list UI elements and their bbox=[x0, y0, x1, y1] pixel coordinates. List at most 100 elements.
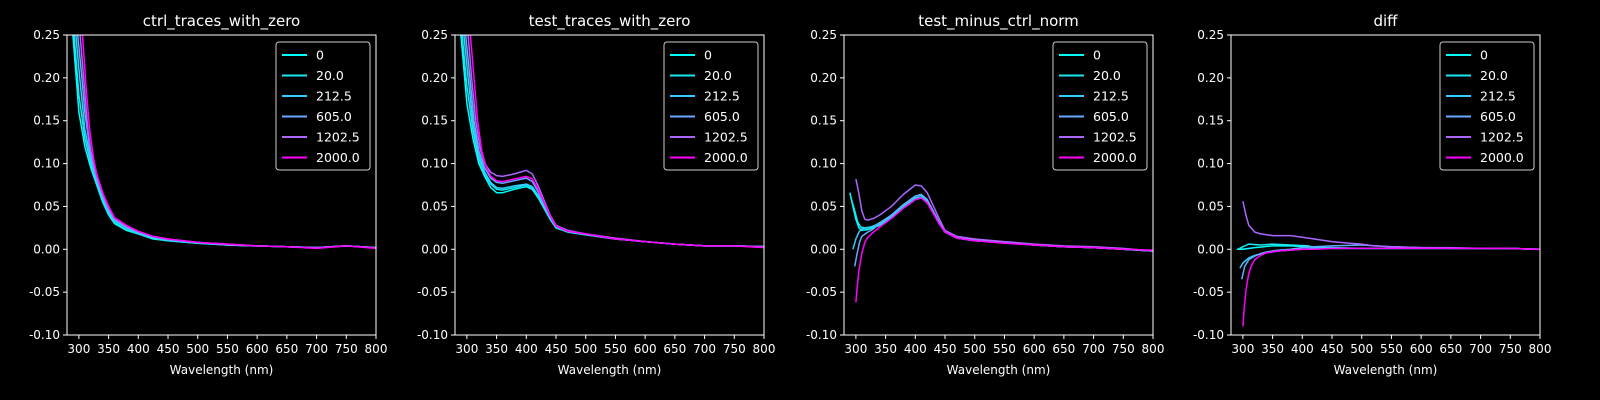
y-tick-label: 0.00 bbox=[33, 242, 60, 256]
legend-label: 605.0 bbox=[1480, 109, 1516, 124]
x-tick-label: 650 bbox=[663, 342, 686, 356]
y-tick-label: -0.05 bbox=[29, 285, 60, 299]
legend: 0 20.0 212.5 605.0 1202.5 2000.0 bbox=[663, 41, 759, 171]
x-tick-label: 650 bbox=[1052, 342, 1075, 356]
x-tick-label: 350 bbox=[97, 342, 120, 356]
chart-panel-2: test_traces_with_zero 300 350 400 450 500 550 6… bbox=[417, 12, 776, 377]
y-tick-label: 0.10 bbox=[810, 157, 837, 171]
x-tick-label: 500 bbox=[574, 342, 597, 356]
legend-label: 0 bbox=[1093, 48, 1101, 63]
legend-label: 2000.0 bbox=[704, 150, 748, 165]
x-tick-label: 400 bbox=[904, 342, 927, 356]
y-tick-label: 0.15 bbox=[421, 114, 448, 128]
legend-label: 2000.0 bbox=[1093, 150, 1137, 165]
y-tick-label: 0.10 bbox=[1197, 157, 1224, 171]
y-tick-label: 0.00 bbox=[421, 242, 448, 256]
y-tick-label: -0.10 bbox=[1193, 328, 1224, 342]
x-tick-label: 450 bbox=[157, 342, 180, 356]
x-tick-label: 400 bbox=[127, 342, 150, 356]
x-tick-label: 300 bbox=[844, 342, 867, 356]
x-tick-label: 300 bbox=[455, 342, 478, 356]
y-tick-label: -0.05 bbox=[1193, 285, 1224, 299]
legend-label: 20.0 bbox=[704, 68, 732, 83]
x-tick-label: 550 bbox=[993, 342, 1016, 356]
chart-panels: ctrl_traces_with_zero 300 350 400 450 500 550 6… bbox=[29, 12, 1552, 377]
chart-title: ctrl_traces_with_zero bbox=[143, 12, 300, 31]
x-tick-label: 400 bbox=[1291, 342, 1314, 356]
legend-label: 212.5 bbox=[704, 89, 740, 104]
y-tick-label: 0.15 bbox=[33, 114, 60, 128]
x-tick-label: 800 bbox=[365, 342, 388, 356]
x-tick-label: 750 bbox=[1499, 342, 1522, 356]
x-tick-label: 750 bbox=[335, 342, 358, 356]
chart-panel-3: test_minus_ctrl_norm 300 350 400 450 500 550 60… bbox=[806, 12, 1165, 377]
legend-label: 20.0 bbox=[316, 68, 344, 83]
x-tick-label: 700 bbox=[693, 342, 716, 356]
y-tick-label: -0.10 bbox=[417, 328, 448, 342]
chart-panel-4: diff 300 350 400 450 500 550 600 650 700 750 800 -0.… bbox=[1193, 12, 1552, 377]
series-line-2000.0 bbox=[81, 35, 376, 250]
x-tick-label: 550 bbox=[216, 342, 239, 356]
y-tick-label: 0.15 bbox=[1197, 114, 1224, 128]
x-tick-label: 800 bbox=[1529, 342, 1552, 356]
chart-title: diff bbox=[1373, 12, 1398, 30]
legend-label: 0 bbox=[1480, 48, 1488, 63]
y-tick-label: 0.15 bbox=[810, 114, 837, 128]
x-tick-label: 350 bbox=[485, 342, 508, 356]
y-tick-label: 0.10 bbox=[421, 157, 448, 171]
y-tick-label: 0.25 bbox=[1197, 28, 1224, 42]
legend-label: 1202.5 bbox=[1480, 130, 1524, 145]
legend-label: 605.0 bbox=[316, 109, 352, 124]
legend-label: 20.0 bbox=[1480, 68, 1508, 83]
legend-label: 2000.0 bbox=[316, 150, 360, 165]
y-tick-label: 0.05 bbox=[421, 199, 448, 213]
legend: 0 20.0 212.5 605.0 1202.5 2000.0 bbox=[275, 41, 371, 171]
y-tick-label: 0.20 bbox=[421, 71, 448, 85]
y-tick-label: 0.20 bbox=[810, 71, 837, 85]
y-tick-label: 0.00 bbox=[1197, 242, 1224, 256]
x-tick-label: 800 bbox=[1142, 342, 1165, 356]
legend-label: 1202.5 bbox=[1093, 130, 1137, 145]
series-line-2000.0 bbox=[855, 197, 1153, 303]
x-tick-label: 600 bbox=[1410, 342, 1433, 356]
x-axis-label: Wavelength (nm) bbox=[947, 363, 1051, 377]
x-tick-label: 450 bbox=[934, 342, 957, 356]
x-tick-label: 300 bbox=[1231, 342, 1254, 356]
legend-label: 605.0 bbox=[704, 109, 740, 124]
legend: 0 20.0 212.5 605.0 1202.5 2000.0 bbox=[1439, 41, 1535, 171]
x-tick-label: 350 bbox=[1261, 342, 1284, 356]
x-tick-label: 800 bbox=[753, 342, 776, 356]
y-tick-label: 0.25 bbox=[421, 28, 448, 42]
y-tick-label: -0.05 bbox=[417, 285, 448, 299]
legend-label: 212.5 bbox=[316, 89, 352, 104]
y-tick-label: 0.05 bbox=[1197, 199, 1224, 213]
x-tick-label: 450 bbox=[1321, 342, 1344, 356]
x-tick-label: 750 bbox=[1112, 342, 1135, 356]
x-axis-label: Wavelength (nm) bbox=[1334, 363, 1438, 377]
x-tick-label: 450 bbox=[545, 342, 568, 356]
legend-label: 0 bbox=[704, 48, 712, 63]
x-axis-label: Wavelength (nm) bbox=[558, 363, 662, 377]
chart-title: test_minus_ctrl_norm bbox=[918, 12, 1079, 31]
legend-label: 1202.5 bbox=[316, 130, 360, 145]
x-tick-label: 650 bbox=[1439, 342, 1462, 356]
y-tick-label: -0.05 bbox=[806, 285, 837, 299]
x-tick-label: 700 bbox=[1082, 342, 1105, 356]
x-tick-label: 550 bbox=[1380, 342, 1403, 356]
x-tick-label: 600 bbox=[1023, 342, 1046, 356]
chart-panel-1: ctrl_traces_with_zero 300 350 400 450 500 550 6… bbox=[29, 12, 388, 377]
y-tick-label: 0.05 bbox=[33, 199, 60, 213]
x-tick-label: 500 bbox=[1350, 342, 1373, 356]
y-tick-label: 0.00 bbox=[810, 242, 837, 256]
x-tick-label: 400 bbox=[515, 342, 538, 356]
legend-label: 20.0 bbox=[1093, 68, 1121, 83]
x-axis-label: Wavelength (nm) bbox=[170, 363, 274, 377]
x-tick-label: 300 bbox=[67, 342, 90, 356]
legend-label: 2000.0 bbox=[1480, 150, 1524, 165]
legend-label: 212.5 bbox=[1480, 89, 1516, 104]
axes-frame bbox=[843, 34, 1154, 336]
series-line-1202.5 bbox=[1242, 201, 1540, 251]
y-tick-label: 0.05 bbox=[810, 199, 837, 213]
